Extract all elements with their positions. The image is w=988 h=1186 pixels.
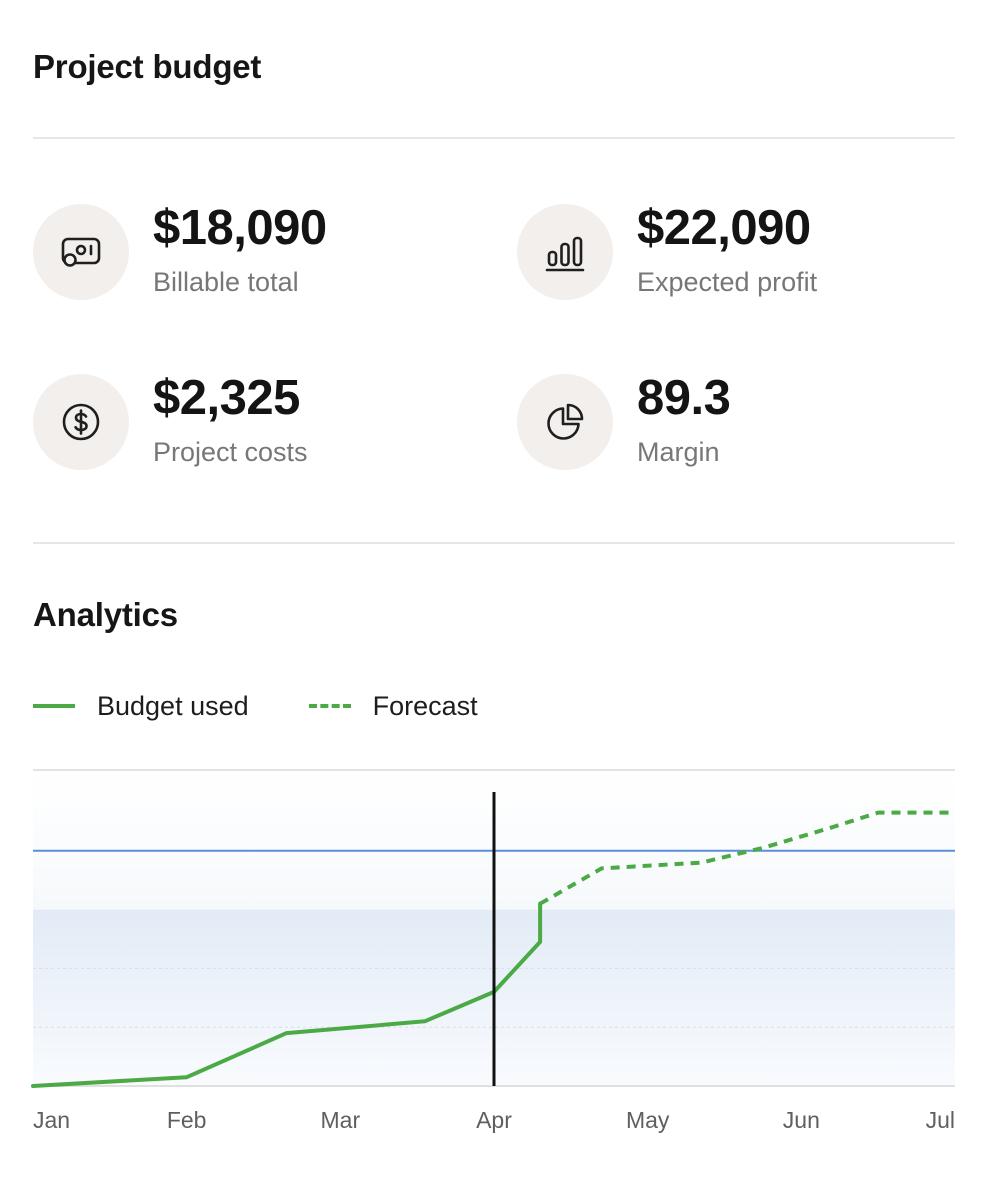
x-tick-label: Mar — [321, 1107, 361, 1133]
page-title: Project budget — [33, 48, 262, 85]
legend-label-forecast: Forecast — [372, 690, 478, 721]
pie-chart-icon — [517, 374, 613, 470]
chart-legend: Budget used Forecast — [33, 686, 538, 726]
divider — [33, 542, 955, 544]
billable-total-value: $18,090 — [153, 201, 327, 255]
budget-used-line — [31, 901, 543, 1088]
stat-billable-total: $18,090 Billable total — [33, 200, 453, 300]
project-costs-label: Project costs — [153, 437, 308, 467]
budget-line-chart: Jan Feb Mar Apr May Jun Jul — [31, 769, 955, 1133]
legend-item-budget-used: Budget used — [33, 691, 249, 722]
x-tick-label: Feb — [167, 1107, 207, 1133]
x-tick-label: Jun — [783, 1107, 820, 1133]
billable-total-label: Billable total — [153, 267, 299, 297]
margin-value: 89.3 — [637, 371, 731, 425]
expected-profit-label: Expected profit — [637, 267, 818, 297]
divider — [33, 137, 955, 139]
stat-margin: 89.3 Margin — [517, 370, 937, 470]
section-title-analytics: Analytics — [33, 596, 178, 633]
project-costs-value: $2,325 — [153, 371, 300, 425]
stat-project-costs: $2,325 Project costs — [33, 370, 453, 470]
x-tick-label: Jul — [926, 1107, 955, 1133]
billable-icon — [33, 204, 129, 300]
legend-item-forecast: Forecast — [308, 690, 478, 722]
bar-chart-icon — [517, 204, 613, 300]
stat-expected-profit: $22,090 Expected profit — [517, 200, 937, 300]
x-tick-label: May — [626, 1107, 670, 1133]
x-tick-label: Apr — [476, 1107, 512, 1133]
forecast-line — [539, 810, 955, 906]
x-tick-label: Jan — [33, 1107, 70, 1133]
legend-swatch-dashed — [308, 704, 351, 708]
expected-profit-value: $22,090 — [637, 201, 811, 255]
dollar-circle-icon — [33, 374, 129, 470]
margin-label: Margin — [637, 437, 720, 467]
legend-label-budget-used: Budget used — [97, 690, 249, 721]
legend-swatch-solid — [33, 704, 75, 708]
